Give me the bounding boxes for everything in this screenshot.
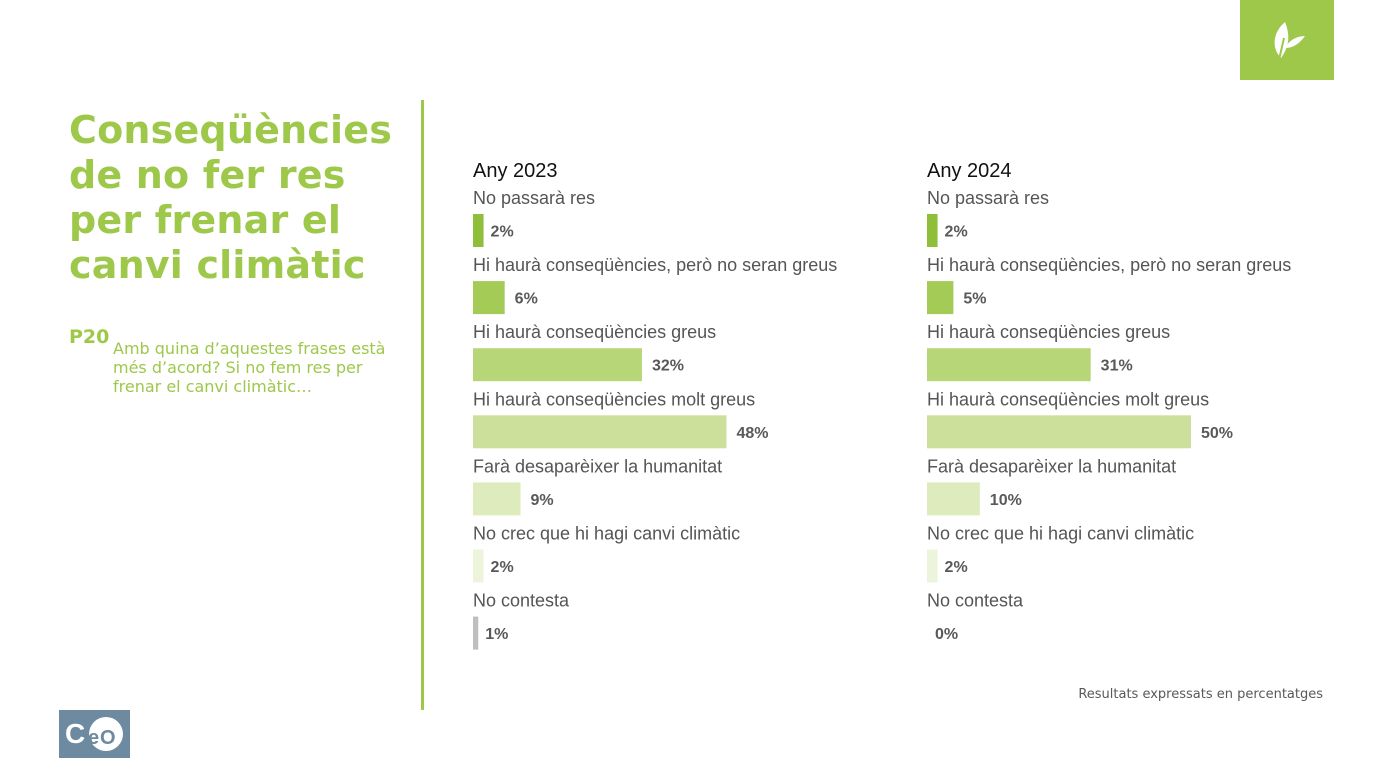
category-label: Hi haurà conseqüències molt greus — [473, 389, 755, 409]
bar — [473, 616, 479, 650]
svg-text:O: O — [100, 727, 116, 749]
category-label: No contesta — [473, 591, 570, 611]
svg-text:C: C — [65, 718, 85, 749]
data-label: 31% — [1101, 358, 1133, 375]
page-title: Conseqüències de no fer res per frenar e… — [69, 108, 393, 287]
svg-text:e: e — [88, 727, 99, 749]
data-label: 32% — [652, 358, 684, 375]
bar — [473, 415, 727, 449]
data-label: 2% — [491, 224, 514, 241]
chart-title: Any 2023 — [473, 160, 558, 182]
category-label: Farà desaparèixer la humanitat — [473, 456, 722, 476]
results-note: Resultats expressats en percentatges — [1078, 687, 1323, 702]
question-text: Amb quina d’aquestes frases està més d’a… — [113, 339, 386, 396]
data-label: 2% — [491, 559, 514, 576]
data-label: 9% — [531, 492, 554, 509]
category-label: No crec que hi hagi canvi climàtic — [927, 524, 1194, 544]
ceo-logo: C e O — [59, 710, 130, 758]
category-label: Hi haurà conseqüències greus — [927, 322, 1170, 342]
data-label: 5% — [963, 291, 986, 308]
vertical-divider — [421, 100, 424, 710]
data-label: 6% — [515, 291, 538, 308]
category-label: Hi haurà conseqüències, però no seran gr… — [927, 255, 1291, 275]
category-label: Farà desaparèixer la humanitat — [927, 456, 1176, 476]
data-label: 2% — [945, 559, 968, 576]
bar — [927, 348, 1091, 382]
bar — [473, 281, 505, 315]
category-label: Hi haurà conseqüències, però no seran gr… — [473, 255, 837, 275]
leaf-icon — [1274, 22, 1305, 61]
leaf-badge — [1240, 0, 1334, 80]
category-label: No passarà res — [473, 188, 595, 208]
bar — [927, 415, 1191, 449]
bar — [473, 348, 642, 382]
data-label: 50% — [1201, 425, 1233, 442]
data-label: 0% — [935, 626, 958, 643]
bar — [927, 549, 938, 583]
data-label: 1% — [485, 626, 508, 643]
category-label: Hi haurà conseqüències molt greus — [927, 389, 1209, 409]
bar — [473, 549, 484, 583]
bar — [927, 482, 980, 516]
data-label: 48% — [736, 425, 768, 442]
category-label: No contesta — [927, 591, 1024, 611]
category-label: No passarà res — [927, 188, 1049, 208]
data-label: 10% — [990, 492, 1022, 509]
bar — [927, 281, 954, 315]
bar — [473, 214, 484, 247]
bar — [927, 214, 938, 247]
category-label: No crec que hi hagi canvi climàtic — [473, 524, 740, 544]
bar — [473, 482, 521, 516]
data-label: 2% — [945, 224, 968, 241]
chart-title: Any 2024 — [927, 160, 1012, 182]
question-code: P20 — [69, 326, 110, 348]
category-label: Hi haurà conseqüències greus — [473, 322, 716, 342]
